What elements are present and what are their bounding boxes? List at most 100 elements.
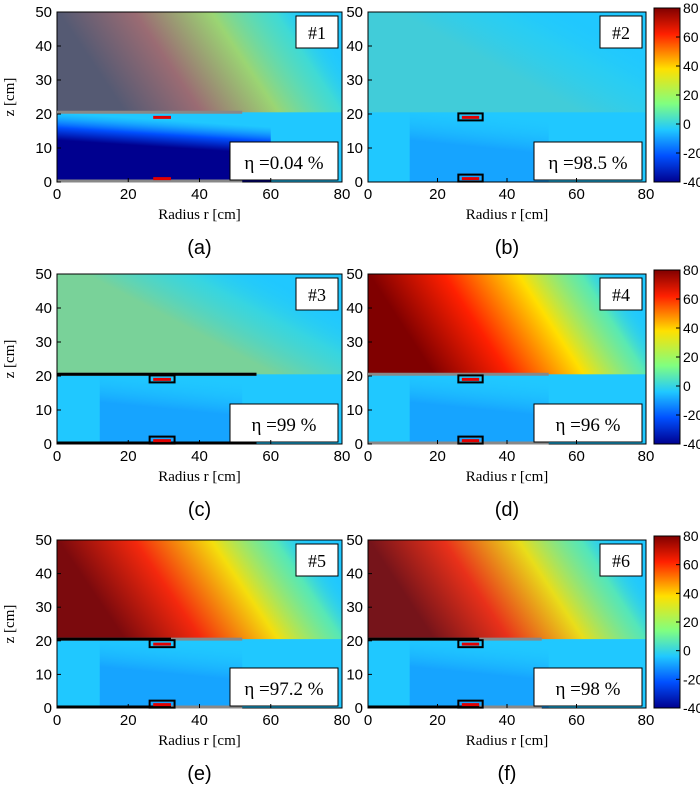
x-tick-label: 40	[499, 712, 516, 729]
y-tick-label: 40	[35, 566, 52, 583]
x-tick-label: 20	[429, 448, 446, 465]
x-axis-label: Radius r [cm]	[158, 733, 240, 749]
panel-caption: (f)	[498, 763, 517, 785]
x-tick-label: 80	[334, 448, 351, 465]
x-tick-label: 80	[334, 186, 351, 203]
y-tick-label: 50	[346, 4, 363, 21]
y-tick-label: 30	[35, 334, 52, 351]
y-tick-label: 30	[346, 334, 363, 351]
coil-box	[148, 639, 176, 649]
colorbar-tick-label: 60	[683, 557, 699, 573]
panel-caption: (d)	[495, 499, 519, 521]
coil-box	[148, 435, 176, 445]
y-tick-label: 0	[44, 436, 52, 453]
coil-box	[457, 639, 484, 649]
colorbar-tick-label: 0	[683, 116, 691, 132]
x-tick-label: 80	[638, 186, 655, 203]
colorbar-tick-label: 20	[683, 87, 699, 103]
x-tick-label: 20	[429, 712, 446, 729]
colorbar-tick-label: 0	[683, 378, 691, 394]
y-tick-label: 20	[346, 368, 363, 385]
eta-box	[229, 141, 339, 181]
eta-box	[533, 403, 643, 443]
x-tick-label: 40	[499, 186, 516, 203]
panel-c: #3 η =99 % 0 10 20 30 40 50 0 20 40 60 80 Radius r [c…	[2, 266, 350, 521]
field-lower-region	[99, 374, 243, 444]
x-axis-label: Radius r [cm]	[466, 469, 548, 485]
colorbar-tick-label: 40	[683, 585, 699, 601]
colorbar-tick-label: 20	[683, 349, 699, 365]
field-lower-region	[409, 374, 549, 444]
y-axis-label: z [cm]	[2, 340, 18, 379]
field-lower-region	[409, 112, 549, 182]
colorbar-tick-label: -20	[683, 671, 700, 687]
x-tick-label: 40	[191, 448, 208, 465]
eta-label: η =98 %	[556, 679, 621, 700]
colorbar-tick-label: -20	[683, 407, 700, 423]
field-upper-region	[57, 540, 342, 640]
x-axis-label: Radius r [cm]	[158, 207, 240, 223]
colorbar-tick-label: -40	[683, 436, 700, 452]
y-tick-label: 10	[346, 402, 363, 419]
y-tick-label: 30	[346, 72, 363, 89]
colorbar-tick-label: 60	[683, 291, 699, 307]
panel-caption: (e)	[187, 763, 211, 785]
panel-tag: #2	[612, 23, 630, 43]
y-tick-label: 10	[35, 666, 52, 683]
colorbar-tick-label: 40	[683, 58, 699, 74]
x-axis-label: Radius r [cm]	[466, 733, 548, 749]
y-axis-label: z [cm]	[2, 78, 18, 117]
panel-b: #2 η =98.5 % 0 10 20 30 40 50 0 20 40 60 80 Radius r …	[346, 0, 700, 259]
panel-d: #4 η =96 % 0 10 20 30 40 50 0 20 40 60 80 Radius r [c…	[346, 262, 700, 521]
eta-label: η =97.2 %	[244, 679, 323, 700]
x-tick-label: 20	[120, 448, 137, 465]
panel-tag-box	[295, 15, 339, 49]
y-tick-label: 10	[35, 402, 52, 419]
x-tick-label: 60	[568, 186, 585, 203]
panel-tag: #4	[612, 285, 630, 305]
y-tick-label: 40	[346, 300, 363, 317]
y-tick-label: 10	[346, 140, 363, 157]
panel-tag: #3	[308, 285, 326, 305]
colorbar-tick-label: 80	[683, 0, 699, 16]
y-tick-label: 30	[35, 72, 52, 89]
x-tick-label: 20	[429, 186, 446, 203]
x-tick-label: 40	[191, 712, 208, 729]
colorbar-tick-label: 20	[683, 614, 699, 630]
y-tick-label: 10	[35, 140, 52, 157]
x-axis-label: Radius r [cm]	[466, 207, 548, 223]
eta-box	[229, 403, 339, 443]
colorbar-tick-label: 80	[683, 528, 699, 544]
y-tick-label: 40	[35, 38, 52, 55]
y-tick-label: 40	[346, 38, 363, 55]
eta-label: η =98.5 %	[548, 153, 627, 174]
eta-box	[229, 667, 339, 707]
y-tick-label: 0	[355, 700, 363, 717]
colorbar-tick-label: -20	[683, 145, 700, 161]
panel-tag-box	[599, 543, 643, 577]
eta-box	[533, 667, 643, 707]
field-upper-region	[57, 12, 342, 113]
y-tick-label: 0	[44, 174, 52, 191]
x-axis-label: Radius r [cm]	[158, 469, 240, 485]
field-lower-region	[409, 639, 549, 708]
eta-label: η =0.04 %	[244, 153, 323, 174]
colorbar-tick-label: 40	[683, 320, 699, 336]
y-tick-label: 0	[355, 436, 363, 453]
y-axis-label: z [cm]	[2, 605, 18, 644]
field-lower-region	[99, 639, 243, 708]
x-tick-label: 80	[638, 448, 655, 465]
y-tick-label: 30	[35, 599, 52, 616]
x-tick-label: 0	[53, 186, 61, 203]
y-tick-label: 20	[346, 106, 363, 123]
y-tick-label: 50	[35, 266, 52, 283]
coil-box	[457, 173, 484, 183]
y-tick-label: 20	[346, 633, 363, 650]
y-tick-label: 20	[35, 106, 52, 123]
x-tick-label: 20	[120, 186, 137, 203]
coil-box	[148, 699, 176, 709]
panel-tag-box	[295, 277, 339, 311]
x-tick-label: 60	[262, 712, 279, 729]
y-tick-label: 30	[346, 599, 363, 616]
